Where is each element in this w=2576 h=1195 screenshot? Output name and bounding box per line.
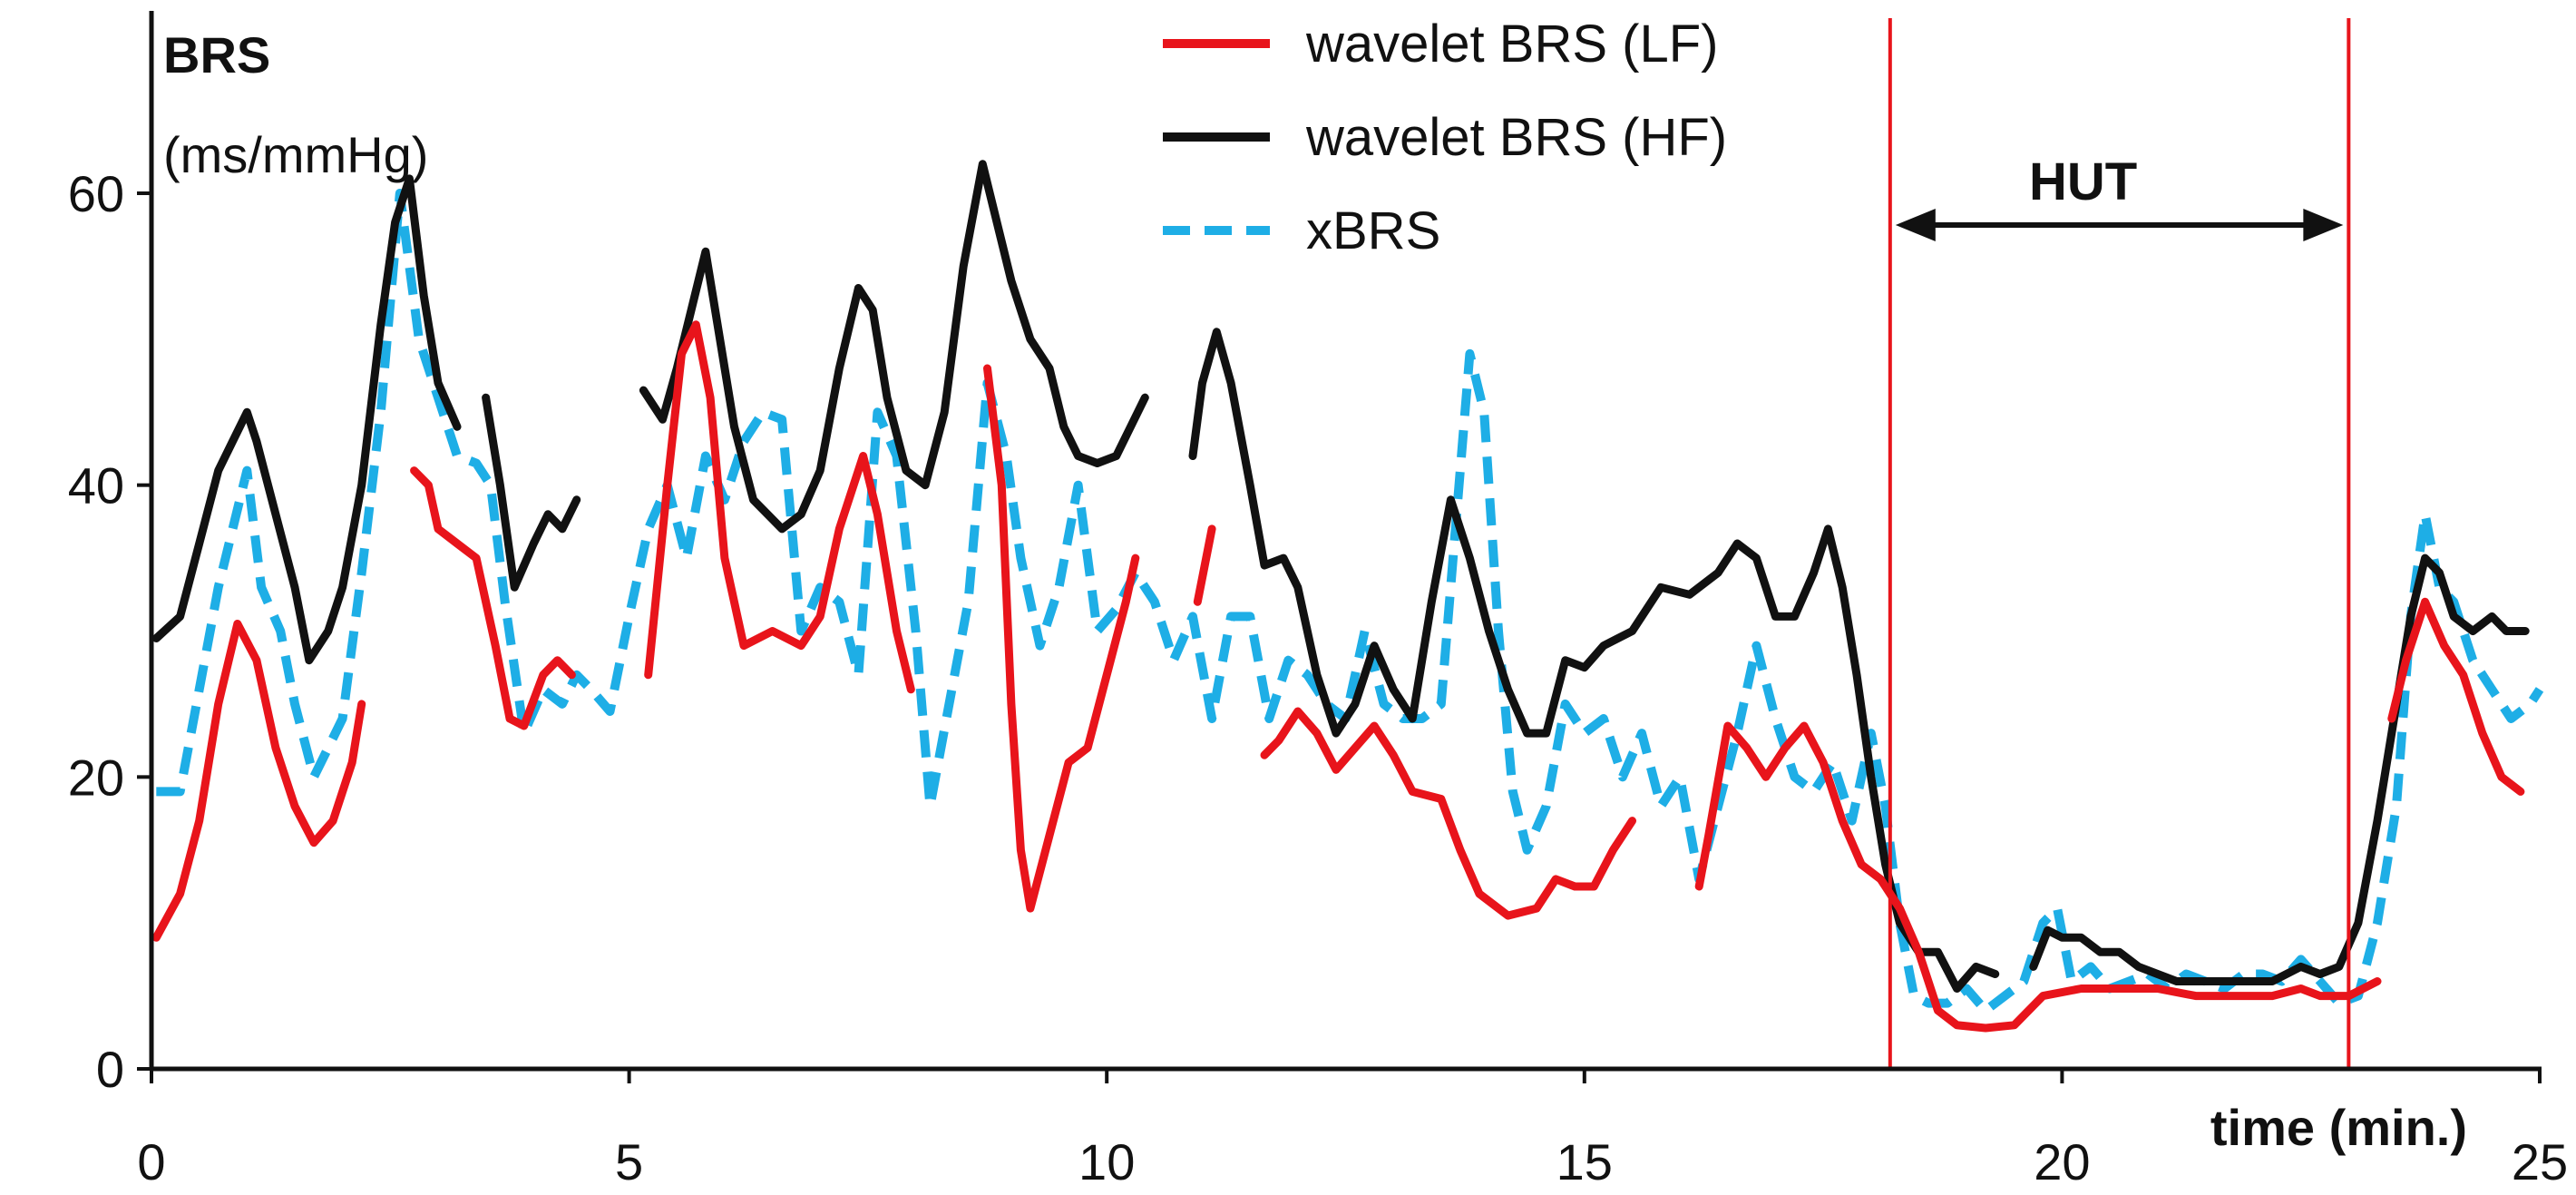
series-wavelet-brs-hf-segment-3	[1188, 328, 2000, 993]
x-tick-label-5: 5	[615, 1133, 643, 1190]
x-tick-label-25: 25	[2512, 1133, 2568, 1190]
x-tick-label-0: 0	[137, 1133, 165, 1190]
legend: wavelet BRS (LF) wavelet BRS (HF) xBRS	[1163, 15, 1727, 260]
hut-label: HUT	[2029, 152, 2137, 211]
series-wavelet-brs-lf-segment-3	[983, 364, 1140, 913]
series-wavelet-brs-lf-segment-6	[1694, 721, 2382, 1033]
y-tick-label-20: 20	[68, 749, 124, 806]
legend-label-wavelet-brs-lf: wavelet BRS (LF)	[1305, 15, 1718, 73]
series-wavelet-brs-lf-segment-1	[410, 466, 576, 730]
x-tick-label-15: 15	[1556, 1133, 1613, 1190]
hut-annotation: HUT	[1895, 152, 2344, 241]
hut-arrow-left-head	[1895, 209, 1936, 241]
y-tick-label-0: 0	[96, 1041, 124, 1098]
y-tick-label-60: 60	[68, 165, 124, 222]
x-tick-label-10: 10	[1078, 1133, 1135, 1190]
series-wavelet-brs-lf-segment-5	[1260, 707, 1636, 920]
series-wavelet-brs-hf-segment-1	[482, 393, 581, 592]
series-wavelet-brs-lf-segment-4	[1193, 524, 1216, 606]
ticks: 0 20 40 60 0 5 10 15 20 25	[68, 165, 2568, 1190]
legend-label-xbrs: xBRS	[1306, 201, 1440, 260]
series-xbrs-segment-0	[156, 189, 2544, 1015]
y-axis-unit: (ms/mmHg)	[163, 126, 428, 183]
y-axis-title: BRS	[163, 26, 270, 83]
y-tick-label-40: 40	[68, 457, 124, 514]
series-wavelet-brs-lf-segment-0	[151, 620, 366, 942]
x-tick-label-20: 20	[2034, 1133, 2090, 1190]
series-wavelet-brs-lf-segment-2	[644, 320, 915, 694]
axis-labels: BRS (ms/mmHg) time (min.)	[163, 26, 2467, 1156]
x-axis-title: time (min.)	[2210, 1099, 2467, 1156]
hut-arrow-right-head	[2303, 209, 2344, 241]
hut-markers	[1888, 18, 2351, 1069]
series-wavelet-brs-hf-segment-4	[2029, 553, 2530, 985]
legend-label-wavelet-brs-hf: wavelet BRS (HF)	[1305, 108, 1727, 167]
axes	[149, 11, 2542, 1072]
series-wavelet-brs-hf-segment-0	[151, 174, 462, 665]
plot-lines	[151, 160, 2544, 1033]
series-wavelet-brs-lf-segment-7	[2387, 597, 2525, 796]
series-wavelet-brs-hf-segment-2	[639, 160, 1149, 534]
